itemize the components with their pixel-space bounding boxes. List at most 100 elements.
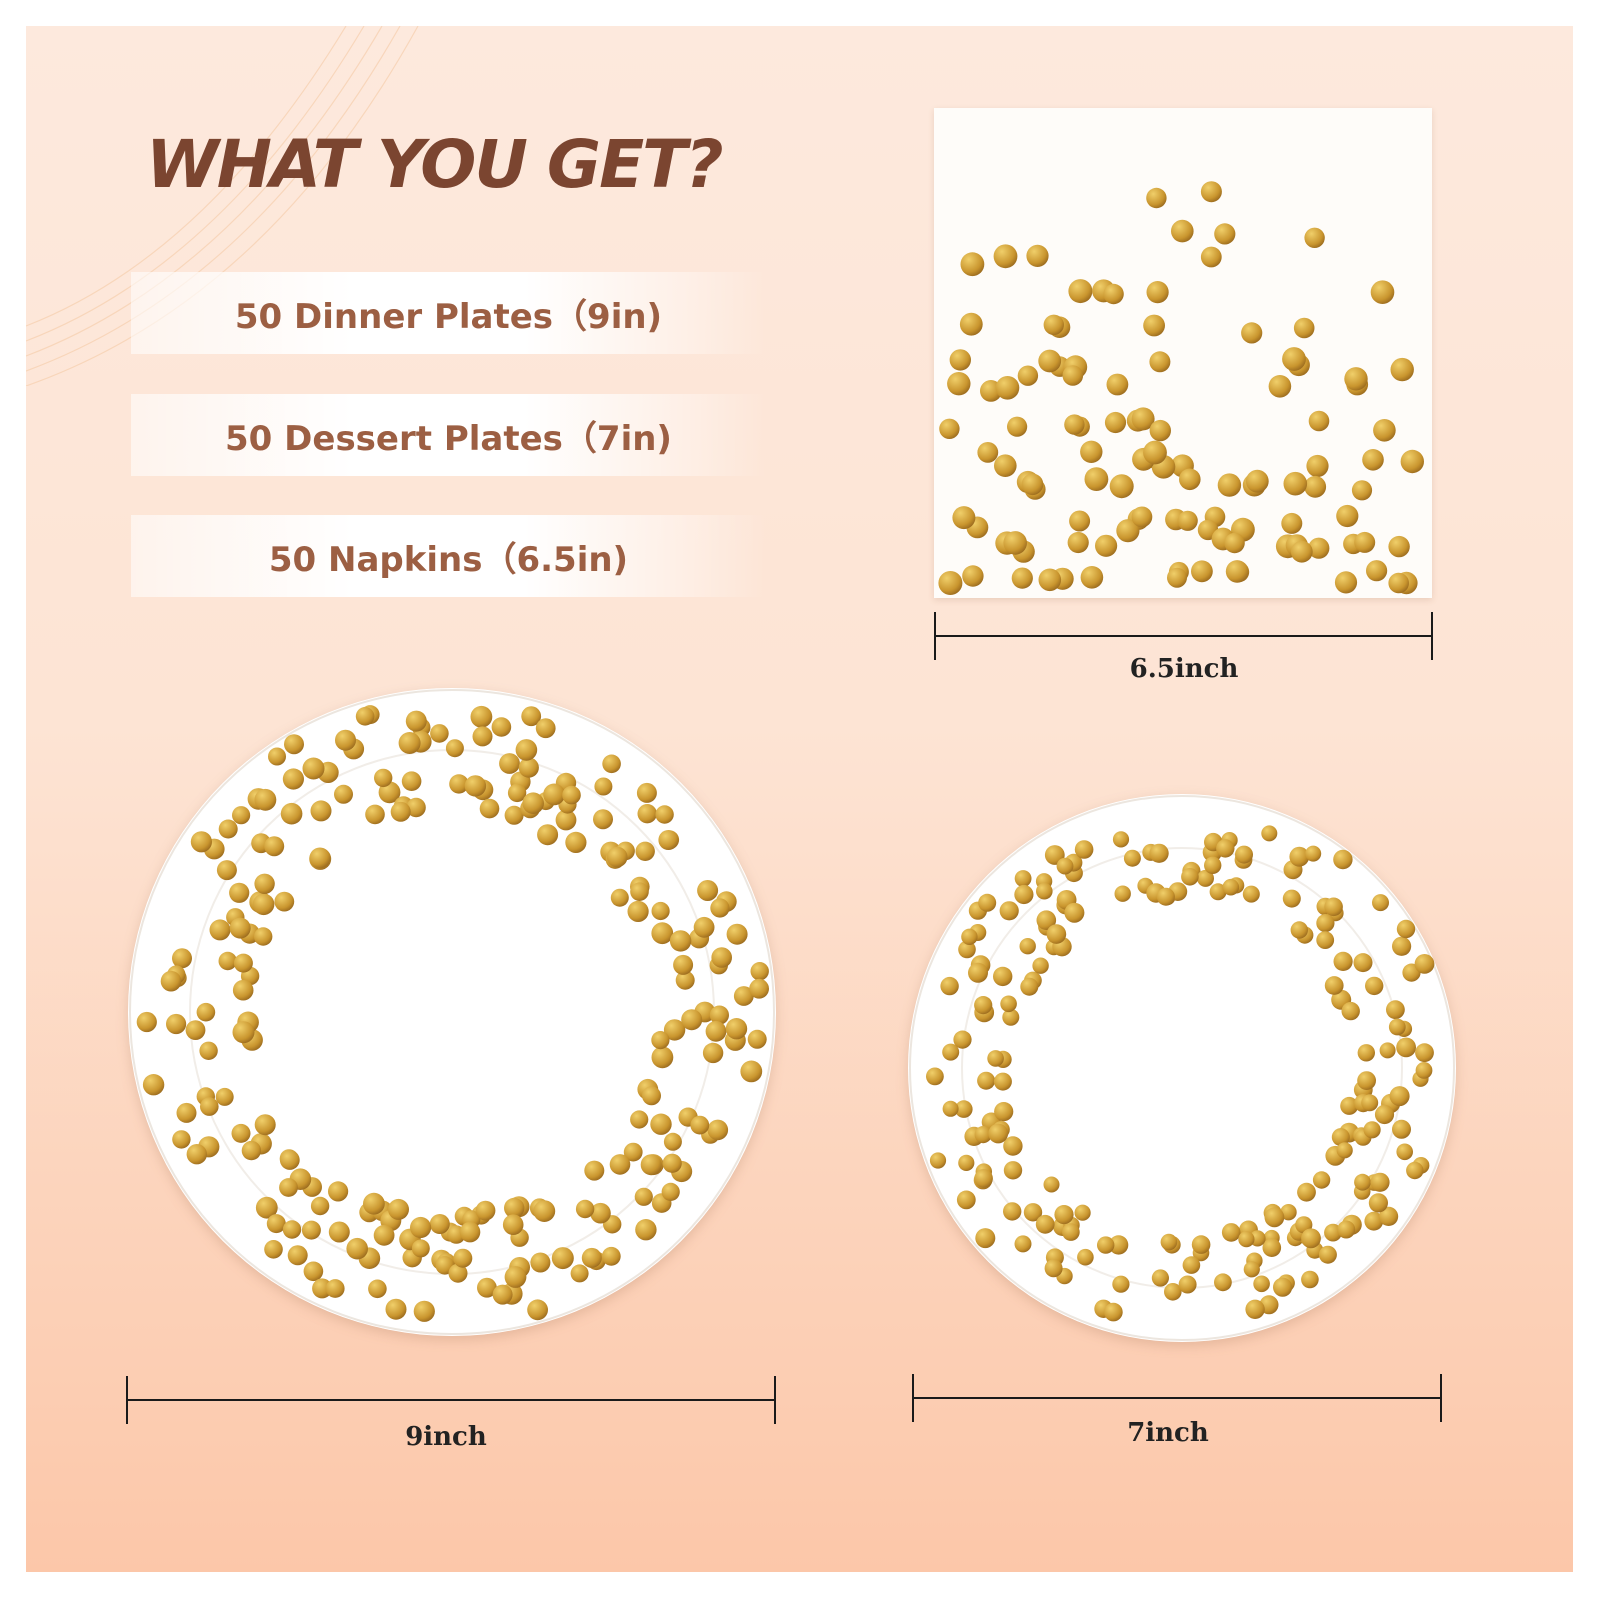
gold-dot [947, 372, 971, 396]
gold-dot [255, 1196, 278, 1219]
gold-dot [398, 732, 421, 754]
gold-dot [1324, 897, 1343, 917]
gold-dot [581, 1247, 602, 1268]
gold-dot [1225, 560, 1249, 583]
gold-dot [1392, 936, 1412, 956]
gold-dot [1316, 914, 1335, 933]
gold-dot [176, 1102, 197, 1123]
gold-dot [390, 801, 411, 822]
gold-dot [1116, 519, 1140, 543]
gold-dot [1080, 440, 1103, 463]
gold-dot [1306, 454, 1329, 478]
gold-dot [1181, 868, 1199, 886]
gold-dot [1324, 976, 1344, 995]
gold-dot [335, 729, 356, 751]
gold-dot [740, 1060, 763, 1083]
gold-dot [562, 785, 581, 805]
package-item-label: 50 Napkins（6.5in) [268, 539, 629, 580]
gold-dot [1044, 1259, 1063, 1278]
gold-dot [555, 809, 577, 831]
gold-dot [1344, 367, 1368, 391]
gold-dot [405, 710, 427, 732]
gold-dot [1164, 1283, 1182, 1301]
gold-dot [200, 1097, 219, 1116]
gold-dot [709, 1005, 730, 1025]
gold-dot [1160, 1233, 1178, 1251]
gold-dot [374, 768, 393, 788]
gold-dot [974, 1169, 993, 1188]
gold-dot [1104, 1302, 1123, 1322]
gold-dot [1156, 887, 1175, 906]
gold-dot [962, 565, 984, 587]
gold-dot [1064, 414, 1085, 435]
gold-dot [1131, 407, 1155, 431]
gold-dot [1304, 227, 1325, 248]
gold-dot [254, 788, 277, 811]
gold-dot [492, 1284, 513, 1305]
gold-dot [1216, 839, 1235, 858]
gold-dot [1357, 1071, 1376, 1090]
gold-dot [355, 707, 375, 726]
gold-dot [1146, 187, 1167, 209]
gold-dot [1400, 449, 1424, 474]
gold-dot [401, 771, 422, 791]
gold-dot [609, 1154, 631, 1175]
gold-dot [472, 726, 493, 747]
gold-dot [702, 1042, 724, 1064]
gold-dot [1242, 885, 1260, 903]
gold-dot [1143, 314, 1165, 337]
gold-dot [543, 783, 565, 806]
gold-dot [1388, 572, 1409, 594]
gold-dot [477, 1277, 497, 1298]
gold-dot [1151, 1269, 1169, 1287]
gold-dot [958, 940, 976, 959]
package-item-dessert-plates: 50 Dessert Plates（7in) [131, 394, 766, 476]
gold-dot [1301, 1270, 1319, 1289]
gold-dot [1308, 537, 1330, 559]
gold-dot [634, 1187, 653, 1206]
gold-dot [328, 1221, 350, 1243]
gold-dot [940, 976, 959, 996]
gold-dot [1364, 1211, 1384, 1231]
gold-dot [651, 1031, 670, 1050]
gold-dot [373, 1224, 395, 1246]
gold-dot [1373, 419, 1396, 442]
gold-dot [1000, 995, 1017, 1013]
gold-dot [974, 996, 993, 1015]
gold-dot [136, 1011, 157, 1033]
gold-dot [215, 1087, 234, 1106]
gold-dot [1123, 849, 1141, 867]
gold-dot [1209, 883, 1227, 901]
package-item-dinner-plates: 50 Dinner Plates（9in) [131, 272, 766, 354]
gold-dot [231, 1123, 251, 1143]
gold-dot [282, 768, 304, 790]
gold-dot [988, 1123, 1009, 1144]
gold-dot [663, 1132, 682, 1151]
gold-dot [637, 804, 657, 824]
gold-dot [301, 1220, 321, 1240]
gold-dot [1095, 534, 1118, 557]
page-title: WHAT YOU GET? [146, 126, 723, 203]
gold-dot [1388, 1018, 1406, 1036]
gold-dot [280, 802, 303, 825]
gold-dot [1365, 976, 1384, 996]
gold-dot [630, 882, 649, 901]
gold-dot [1020, 977, 1039, 996]
gold-dot [406, 797, 426, 818]
gold-dot [1333, 849, 1353, 870]
gold-dot [1304, 475, 1327, 498]
gold-dot [1282, 347, 1306, 371]
gold-dot [1396, 1143, 1413, 1161]
gold-dot [499, 753, 520, 774]
gold-dot [1003, 531, 1027, 555]
gold-dot [978, 893, 997, 912]
gold-dot [1414, 954, 1435, 974]
gold-dot [960, 252, 985, 277]
dinner-plate-dimension-line [126, 1376, 776, 1426]
gold-dot [1074, 1204, 1091, 1221]
gold-dot [445, 739, 464, 758]
gold-dot [388, 1198, 409, 1220]
gold-dot [635, 1219, 657, 1241]
gold-dot [1224, 532, 1245, 554]
gold-dot [1106, 373, 1129, 396]
